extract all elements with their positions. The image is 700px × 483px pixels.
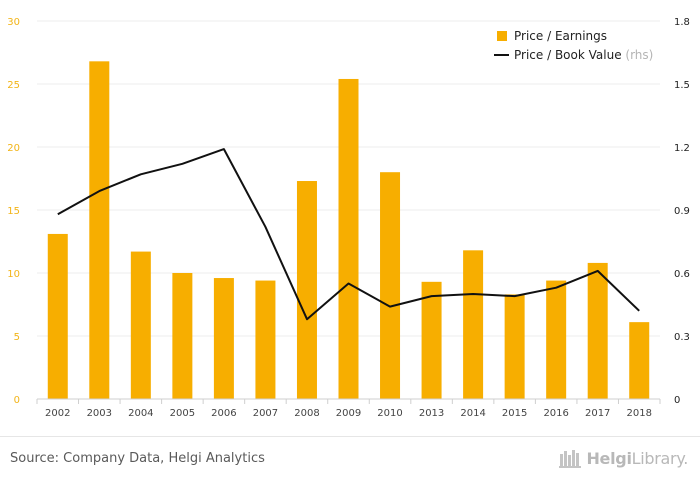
footer-divider: [0, 436, 700, 437]
x-tick-label: 2015: [502, 408, 527, 419]
bar-price-earnings: [172, 273, 193, 399]
bar-price-earnings: [255, 280, 276, 399]
y-right-tick-label: 1.8: [674, 17, 690, 28]
bar-price-earnings: [296, 181, 317, 399]
chart: 0 5 10 15 20 25 30 0 0.3 0.6 0.9 1.2 1.5 1.8 2002 2003 2…: [7, 17, 690, 419]
bar-price-earnings: [463, 250, 484, 399]
y-left-tick-label: 10: [7, 269, 20, 280]
y-right-tick-label: 0.9: [674, 206, 690, 217]
source-text: Source: Company Data, Helgi Analytics: [10, 451, 265, 466]
bar-price-earnings: [546, 280, 567, 399]
y-left-tick-label: 0: [14, 395, 20, 406]
logo-text: HelgiLibrary.: [586, 449, 688, 468]
logo-text-regular: Library.: [631, 448, 689, 468]
y-left-tick-label: 15: [7, 206, 20, 217]
x-tick-label: 2002: [45, 408, 70, 419]
bar-price-earnings: [629, 322, 650, 399]
y-left-tick-label: 30: [7, 17, 20, 28]
logo-text-bold: Helgi: [586, 448, 632, 468]
y-right-tick-label: 1.2: [674, 143, 690, 154]
line-price-book-value: [57, 148, 640, 321]
x-tick-label: 2006: [211, 408, 236, 419]
bar-price-earnings: [47, 233, 68, 399]
y-left-tick-label: 20: [7, 143, 20, 154]
chart-svg: 0 5 10 15 20 25 30 0 0.3 0.6 0.9 1.2 1.5 1.8 2002 2003 2…: [7, 17, 690, 419]
y-right-tick-label: 1.5: [674, 80, 690, 91]
x-tick-label: 2004: [128, 408, 153, 419]
x-tick-label: 2007: [253, 408, 278, 419]
x-tick-label: 2003: [87, 408, 112, 419]
bar-price-earnings: [338, 78, 359, 400]
y-right-tick-label: 0.3: [674, 332, 690, 343]
legend-label-price-book-value: Price / Book Value (rhs): [514, 48, 653, 62]
x-tick-label: 2010: [377, 408, 402, 419]
library-books-icon: [559, 450, 582, 468]
bar-price-earnings: [421, 281, 442, 399]
legend-swatch-price-earnings: [497, 31, 507, 41]
y-left-tick-label: 25: [7, 80, 20, 91]
x-tick-label: 2017: [585, 408, 610, 419]
legend-label-price-earnings: Price / Earnings: [514, 29, 607, 43]
bar-price-earnings: [504, 294, 525, 399]
x-tick-label: 2009: [336, 408, 361, 419]
bar-price-earnings: [587, 262, 608, 399]
bar-price-earnings: [380, 172, 401, 399]
x-tick-label: 2018: [627, 408, 652, 419]
legend-series-name: Price / Book Value: [514, 48, 625, 62]
bar-price-earnings: [89, 61, 110, 399]
x-tick-label: 2005: [170, 408, 195, 419]
x-tick-label: 2014: [460, 408, 485, 419]
y-right-tick-label: 0: [674, 395, 680, 406]
y-right-tick-label: 0.6: [674, 269, 690, 280]
bar-price-earnings: [213, 278, 234, 399]
bar-price-earnings: [130, 251, 151, 399]
helgi-library-logo[interactable]: HelgiLibrary.: [559, 448, 688, 468]
x-tick-label: 2013: [419, 408, 444, 419]
x-tick-label: 2016: [543, 408, 568, 419]
x-tick-label: 2008: [294, 408, 319, 419]
y-left-tick-label: 5: [14, 332, 20, 343]
legend-rhs-note: (rhs): [625, 48, 653, 62]
